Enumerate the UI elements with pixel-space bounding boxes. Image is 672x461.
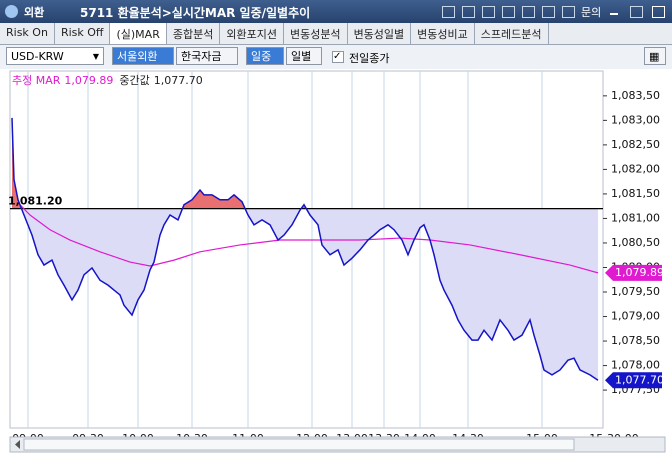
y-tick-label: 1,080,50 <box>611 236 660 249</box>
maximize[interactable] <box>630 6 643 18</box>
legend-value: 1,077.70 <box>154 74 203 87</box>
y-tick-label: 1,081,00 <box>611 211 660 224</box>
icon[interactable] <box>462 6 475 18</box>
last-value-tag <box>605 264 662 281</box>
icon[interactable] <box>522 6 535 18</box>
series-line <box>19 204 599 274</box>
currency-select[interactable]: USD-KRW ▼ <box>6 47 104 65</box>
y-tick-label: 1,079,00 <box>611 310 660 323</box>
tab[interactable]: 변동성비교 <box>411 23 475 44</box>
controls: USD-KRW ▼ 서울외환 한국자금 일중 일별 ✓ 전일종가 ▦ <box>0 45 672 69</box>
chart-panel: 09:0009:3010:0010:3011:0012:0013:0013:30… <box>0 69 672 461</box>
tab[interactable]: 변동성일별 <box>348 23 412 44</box>
tab-bar: Risk On Risk Off (실)MAR 종합분석 외환포지션 변동성분석 변동성일별… <box>0 23 672 45</box>
checkbox[interactable]: ✓ <box>332 51 344 63</box>
last-value-label: 1,077.70 <box>615 373 664 386</box>
currency: USD-KRW <box>11 50 64 63</box>
tab[interactable]: 외환포지션 <box>220 23 284 44</box>
period-button[interactable]: 일중 <box>246 47 284 65</box>
scroll-thumb <box>23 438 575 451</box>
tab[interactable]: Risk Off <box>55 23 111 44</box>
y-tick-label: 1,083,00 <box>611 113 660 126</box>
y-tick-label: 1,078,00 <box>611 359 660 372</box>
window-title: 5711 환율분석>실시간MAR 일중/일별추이 <box>80 6 311 20</box>
logo <box>5 5 18 18</box>
icon[interactable] <box>482 6 495 18</box>
badge: 외환 <box>24 6 45 19</box>
tab[interactable]: 변동성분석 <box>284 23 348 44</box>
y-tick-label: 1,079,50 <box>611 285 660 298</box>
dropdown-arrow: ▼ <box>92 52 99 61</box>
market-button[interactable]: 서울외환 <box>112 47 174 65</box>
market-button[interactable]: 한국자금 <box>176 47 238 65</box>
y-tick-label: 1,078,50 <box>611 334 660 347</box>
tab[interactable]: 스프레드분석 <box>475 23 549 44</box>
legend-name: 추정 MAR <box>12 74 61 87</box>
legend-name: 중간값 <box>119 74 149 87</box>
table-button[interactable]: ▦ <box>644 47 666 65</box>
title-bar: 외환 5711 환율분석>실시간MAR 일중/일별추이 문의 <box>0 0 672 23</box>
reference-label: 1,081.20 <box>8 195 63 208</box>
y-tick-label: 1,082,50 <box>611 138 660 151</box>
y-tick-label: 1,081,50 <box>611 187 660 200</box>
tab[interactable]: Risk On <box>0 23 55 44</box>
area-below <box>21 208 598 381</box>
chart: 09:0009:3010:0010:3011:0012:0013:0013:30… <box>0 69 672 461</box>
icon[interactable] <box>442 6 455 18</box>
legend: 추정 MAR 1,079.89 중간값 1,077.70 <box>12 74 203 87</box>
icon[interactable] <box>562 6 575 18</box>
tab[interactable]: (실)MAR <box>110 23 167 44</box>
series-line <box>11 117 599 381</box>
prev-close-label: 전일종가 <box>349 52 390 65</box>
last-value-tag <box>605 372 662 389</box>
tab[interactable]: 종합분석 <box>167 23 221 44</box>
y-tick-label: 1,082,00 <box>611 162 660 175</box>
period-button[interactable]: 일별 <box>286 47 322 65</box>
icon[interactable] <box>502 6 515 18</box>
scroll-arrow <box>15 440 20 449</box>
close[interactable] <box>652 6 665 18</box>
last-value-label: 1,079.89 <box>615 266 664 279</box>
minimize[interactable] <box>610 9 618 15</box>
y-tick-label: 1,083,50 <box>611 89 660 102</box>
icon[interactable] <box>542 6 555 18</box>
legend-value: 1,079.89 <box>64 74 113 87</box>
inquiry[interactable]: 문의 <box>581 6 602 19</box>
